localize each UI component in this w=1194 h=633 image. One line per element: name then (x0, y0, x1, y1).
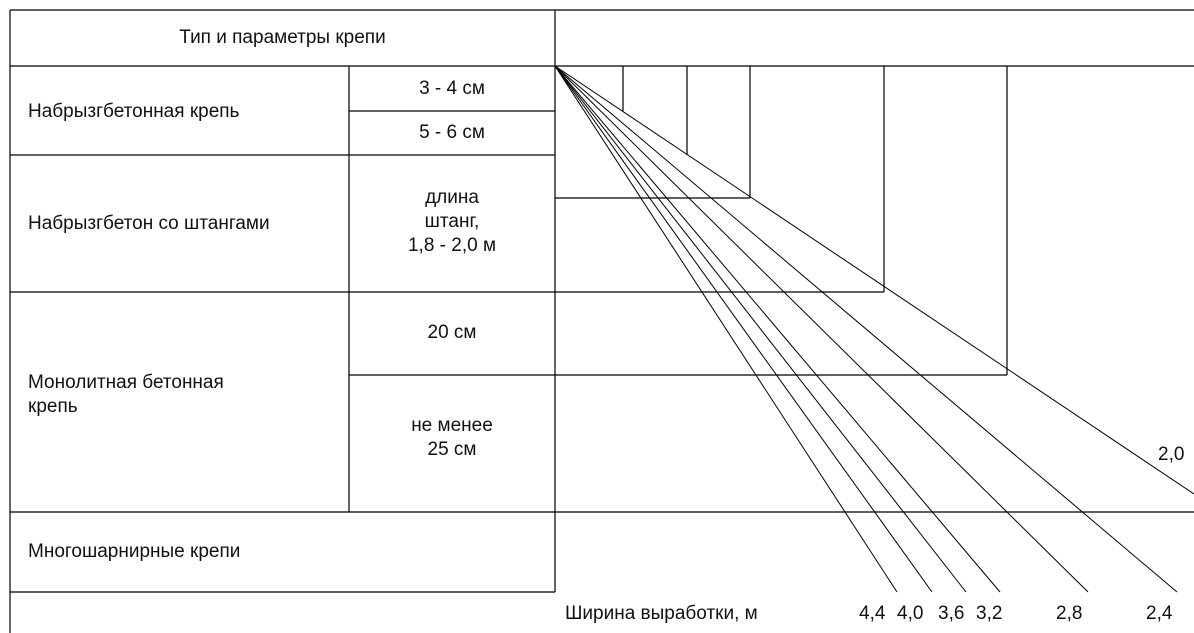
param-monolithic-1: 20 см (427, 322, 477, 343)
table-header: Тип и параметры крепи (179, 27, 386, 48)
row-type-shotcrete-bolts: Набрызгбетон со штангами (28, 213, 270, 234)
width-label-2-8: 2,8 (1056, 603, 1083, 624)
width-label-3-6: 3,6 (938, 603, 965, 624)
row-type-monolithic: Монолитная бетонная крепь (28, 372, 224, 417)
param-shotcrete-2: 5 - 6 см (419, 122, 485, 143)
fan-line-2-8 (554, 65, 1089, 593)
width-label-4-0: 4,0 (897, 603, 924, 624)
fan-line-4-4 (554, 65, 898, 593)
param-shotcrete-1: 3 - 4 см (419, 78, 485, 99)
fan-line-2-0 (554, 65, 1194, 495)
axis-label: Ширина выработки, м (565, 603, 758, 624)
row-type-shotcrete: Набрызгбетонная крепь (28, 101, 240, 122)
fan-line-2-4 (554, 65, 1178, 593)
param-bolt-length: длина штанг, 1,8 - 2,0 м (407, 187, 497, 256)
width-label-4-4: 4,4 (859, 603, 886, 624)
fan-line-4-0 (554, 65, 933, 593)
row-type-multihinge: Многошарнирные крепи (28, 541, 241, 562)
width-label-3-2: 3,2 (976, 603, 1003, 624)
width-label-2-4: 2,4 (1146, 603, 1173, 624)
param-monolithic-2: не менее 25 см (411, 415, 493, 460)
width-label-2-0: 2,0 (1158, 444, 1185, 465)
fan-line-3-6 (554, 65, 967, 593)
fan-line-3-2 (554, 65, 1001, 593)
